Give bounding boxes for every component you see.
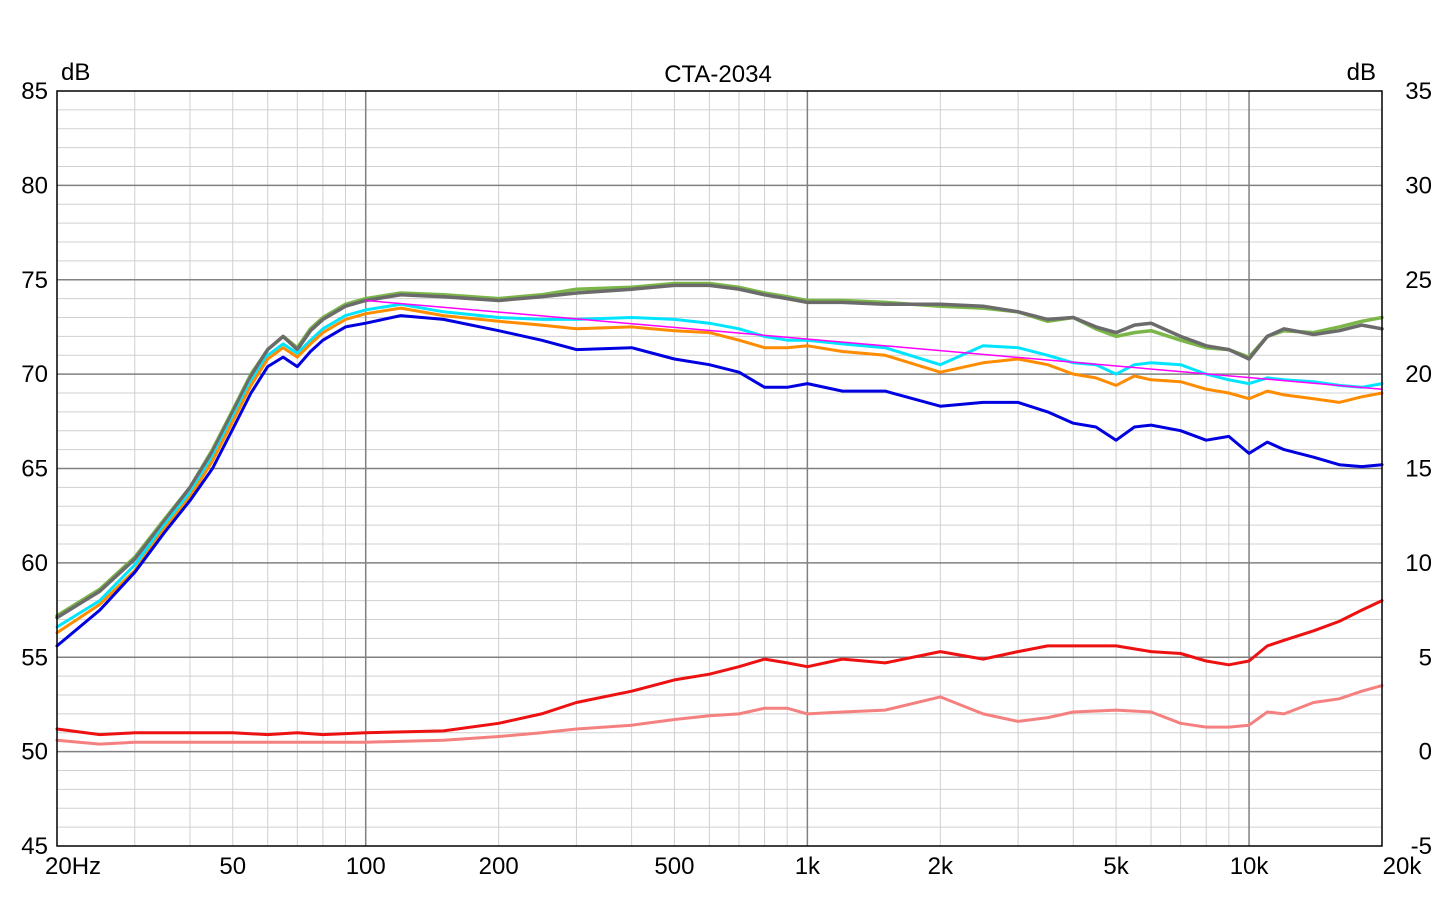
y-tick-label-left: 45 — [21, 833, 48, 860]
grid-major — [57, 91, 1382, 846]
y-axis-unit-left: dB — [61, 59, 90, 86]
y-tick-label-right: 35 — [1405, 78, 1432, 105]
plot-frame — [56, 90, 1383, 847]
chart-title: CTA-2034 — [664, 61, 772, 88]
y-tick-label-right: 20 — [1405, 361, 1432, 388]
y-tick-label-left: 80 — [21, 172, 48, 199]
labels-layer: 20Hz 50 100 200 500 1k 2k 5k 10k 20k8580757065605… — [21, 78, 1432, 880]
y-tick-label-right: 10 — [1405, 550, 1432, 577]
x-tick-label: 200 — [479, 853, 519, 880]
y-tick-label-right: -5 — [1411, 833, 1432, 860]
series-line-2 — [55, 283, 1384, 620]
y-tick-label-right: 30 — [1405, 172, 1432, 199]
y-tick-label-right: 5 — [1419, 644, 1432, 671]
series-line-6 — [364, 299, 1383, 390]
x-tick-label: 1k — [795, 853, 821, 880]
series-layer — [55, 281, 1384, 746]
series-line-7 — [55, 599, 1384, 737]
y-tick-label-right: 15 — [1405, 456, 1432, 483]
y-tick-label-left: 55 — [21, 644, 48, 671]
y-tick-label-right: 0 — [1419, 739, 1432, 766]
x-tick-label: 50 — [219, 853, 246, 880]
x-tick-label: 20k — [1383, 853, 1423, 880]
x-tick-label: 100 — [346, 853, 386, 880]
x-tick-label: 20Hz — [45, 853, 101, 880]
series-line-8 — [55, 684, 1384, 746]
series-line-4 — [55, 306, 1384, 635]
y-tick-label-left: 65 — [21, 456, 48, 483]
y-tick-label-left: 85 — [21, 78, 48, 105]
x-tick-label: 500 — [654, 853, 694, 880]
y-tick-label-left: 60 — [21, 550, 48, 577]
y-axis-unit-right: dB — [1347, 59, 1376, 86]
y-tick-label-left: 50 — [21, 739, 48, 766]
series-line-5 — [55, 314, 1384, 648]
y-tick-label-left: 70 — [21, 361, 48, 388]
x-tick-label: 10k — [1230, 853, 1270, 880]
x-tick-label: 5k — [1103, 853, 1129, 880]
y-tick-label-left: 75 — [21, 267, 48, 294]
x-tick-label: 2k — [928, 853, 954, 880]
series-line-3 — [55, 302, 1384, 629]
y-tick-label-right: 25 — [1405, 267, 1432, 294]
